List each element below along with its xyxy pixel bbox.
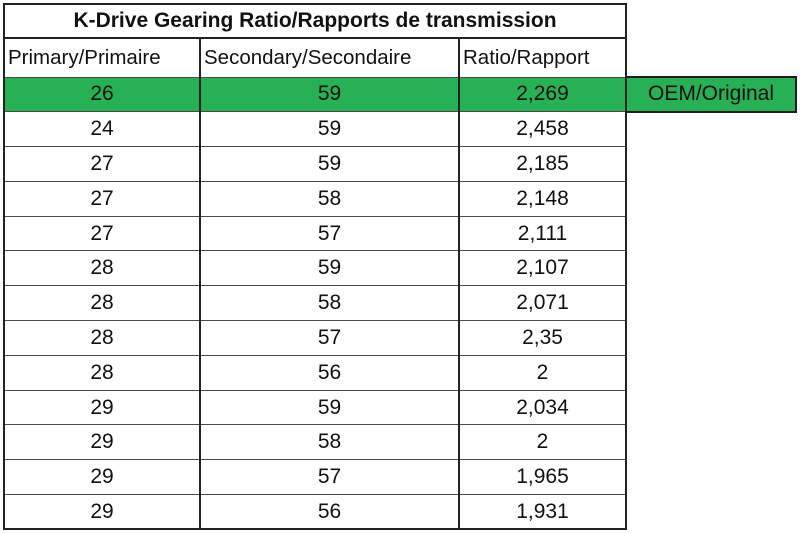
spacer-cell [626, 495, 796, 530]
cell-primary: 28 [3, 354, 201, 391]
cell-secondary: 59 [199, 146, 460, 182]
cell-secondary: 57 [199, 320, 460, 356]
cell-secondary: 56 [199, 354, 460, 391]
table-row: 29 57 1,965 [3, 459, 796, 496]
table-row: 29 56 1,931 [3, 494, 796, 531]
cell-ratio: 2,269 [458, 76, 627, 113]
cell-secondary: 59 [199, 389, 460, 426]
cell-primary: 26 [3, 76, 201, 113]
cell-ratio: 2 [458, 354, 627, 391]
cell-primary: 29 [3, 494, 201, 531]
cell-ratio: 2,458 [458, 111, 627, 148]
cell-ratio: 2,111 [458, 215, 627, 252]
cell-primary: 27 [3, 215, 201, 252]
table-row: 29 58 2 [3, 424, 796, 461]
column-header-primary: Primary/Primaire [3, 37, 201, 78]
table-row-oem: 26 59 2,269 OEM/Original [3, 76, 797, 113]
oem-note-cell: OEM/Original [625, 76, 797, 113]
table-title: K-Drive Gearing Ratio/Rapports de transm… [3, 3, 627, 39]
cell-secondary: 59 [199, 111, 460, 148]
spacer-cell [626, 112, 796, 147]
table-row: 28 58 2,071 [3, 285, 796, 322]
cell-ratio: 2,185 [458, 146, 627, 182]
cell-primary: 29 [3, 389, 201, 426]
table-row: 27 58 2,148 [3, 180, 796, 217]
cell-secondary: 57 [199, 459, 460, 496]
cell-secondary: 57 [199, 215, 460, 252]
spacer-cell [626, 38, 796, 77]
cell-secondary: 58 [199, 180, 460, 217]
cell-secondary: 58 [199, 424, 460, 461]
cell-ratio: 2,107 [458, 250, 627, 287]
spacer-cell [626, 4, 796, 38]
table-row: 27 57 2,111 [3, 215, 796, 252]
column-header-secondary: Secondary/Secondaire [199, 37, 460, 78]
spacer-cell [626, 251, 796, 286]
table-row: 28 56 2 [3, 354, 796, 391]
table-row: 28 57 2,35 [3, 320, 796, 356]
cell-ratio: 1,931 [458, 494, 627, 531]
table-row: 28 59 2,107 [3, 250, 796, 287]
cell-ratio: 2 [458, 424, 627, 461]
cell-ratio: 2,034 [458, 389, 627, 426]
spacer-cell [626, 390, 796, 425]
spacer-cell [626, 216, 796, 251]
cell-primary: 29 [3, 459, 201, 496]
cell-secondary: 56 [199, 494, 460, 531]
cell-primary: 29 [3, 424, 201, 461]
cell-ratio: 2,35 [458, 320, 627, 356]
cell-ratio: 1,965 [458, 459, 627, 496]
cell-primary: 27 [3, 146, 201, 182]
table-title-row: K-Drive Gearing Ratio/Rapports de transm… [3, 3, 796, 39]
table-row: 24 59 2,458 [3, 111, 796, 148]
cell-primary: 28 [3, 320, 201, 356]
cell-ratio: 2,148 [458, 180, 627, 217]
cell-secondary: 58 [199, 285, 460, 322]
cell-primary: 28 [3, 285, 201, 322]
cell-ratio: 2,071 [458, 285, 627, 322]
table-header-row: Primary/Primaire Secondary/Secondaire Ra… [3, 37, 796, 78]
column-header-ratio: Ratio/Rapport [458, 37, 627, 78]
spacer-cell [626, 425, 796, 460]
spacer-cell [626, 181, 796, 216]
spacer-cell [626, 460, 796, 495]
gearing-ratio-table: K-Drive Gearing Ratio/Rapports de transm… [3, 3, 797, 531]
cell-primary: 27 [3, 180, 201, 217]
spacer-cell [626, 321, 796, 356]
cell-primary: 24 [3, 111, 201, 148]
spacer-cell [626, 355, 796, 390]
cell-secondary: 59 [199, 250, 460, 287]
cell-primary: 28 [3, 250, 201, 287]
spacer-cell [626, 286, 796, 321]
spacer-cell [626, 147, 796, 182]
table-row: 29 59 2,034 [3, 389, 796, 426]
table-row: 27 59 2,185 [3, 146, 796, 182]
cell-secondary: 59 [199, 76, 460, 113]
